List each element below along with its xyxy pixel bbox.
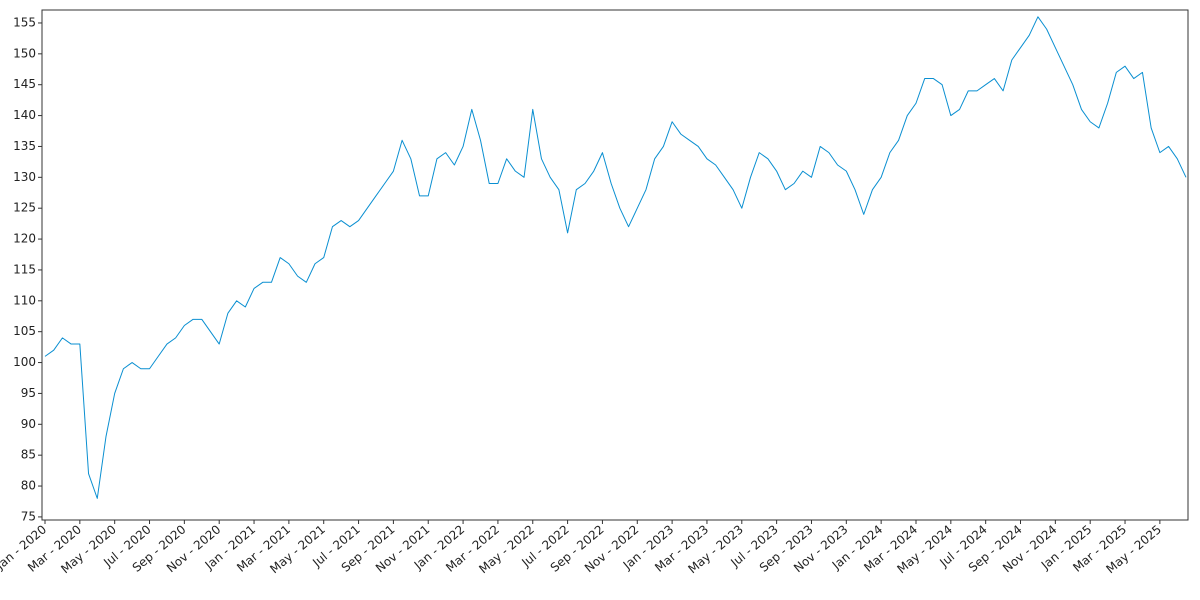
y-tick-label: 130: [13, 170, 36, 184]
y-tick-label: 110: [13, 293, 36, 307]
y-tick-label: 95: [21, 386, 36, 400]
y-tick-label: 140: [13, 108, 36, 122]
y-tick-label: 150: [13, 46, 36, 60]
y-tick-label: 75: [21, 509, 36, 523]
y-tick-label: 135: [13, 139, 36, 153]
y-tick-label: 115: [13, 262, 36, 276]
price-line: [44, 16, 1187, 499]
plot-frame: [41, 9, 1189, 521]
y-tick-label: 80: [21, 479, 36, 493]
y-tick-label: 145: [13, 77, 36, 91]
y-tick-label: 125: [13, 201, 36, 215]
y-tick-label: 100: [13, 355, 36, 369]
y-tick-label: 85: [21, 448, 36, 462]
y-tick-label: 105: [13, 324, 36, 338]
y-tick-label: 90: [21, 417, 36, 431]
y-tick-label: 120: [13, 232, 36, 246]
y-tick-label: 155: [13, 15, 36, 29]
